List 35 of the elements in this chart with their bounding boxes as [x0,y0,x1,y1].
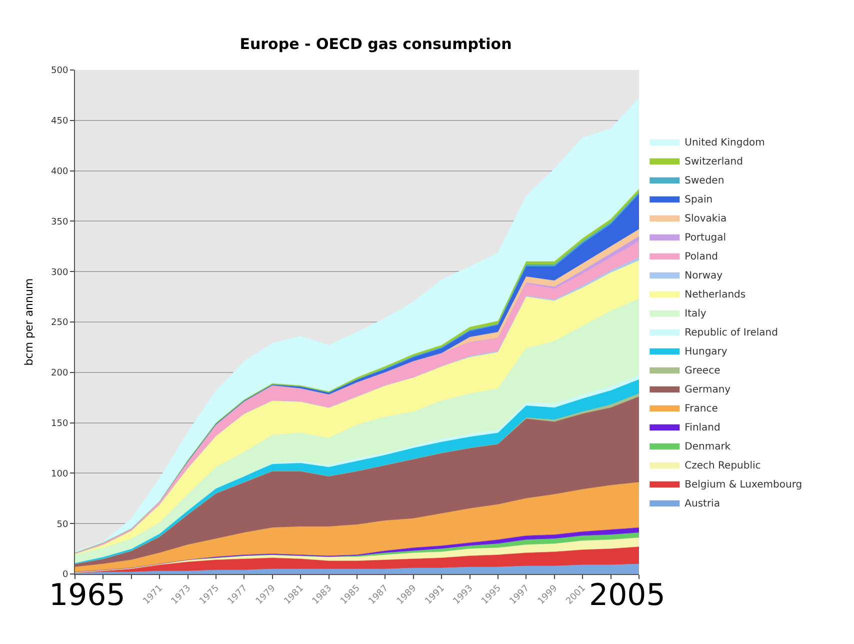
legend-label: Norway [684,270,723,282]
legend-label: Spain [684,194,713,206]
legend-label: Italy [684,308,706,320]
legend-label: Poland [684,251,718,262]
legend-label: Belgium & Luxembourg [684,479,802,490]
legend-label: Greece [684,365,720,376]
y-tick-label: 0 [62,570,68,580]
text: 1965 [49,578,126,613]
y-tick-label: 450 [51,116,68,127]
y-tick-label: 300 [51,268,68,278]
y-tick-label: 200 [51,368,68,379]
text: 2005 [589,578,666,613]
legend-label: Hungary [684,346,728,358]
y-tick-label: 150 [51,418,68,429]
legend-label: Netherlands [684,289,746,300]
legend-label: Denmark [684,441,731,452]
y-tick-label: 100 [51,469,68,480]
chart-title: Europe - OECD gas consumption [240,35,512,54]
legend-label: France [684,403,718,414]
legend-label: Germany [684,384,731,396]
y-axis-title: bcm per annum [22,278,36,366]
y-tick-label: 50 [56,520,68,530]
y-tick-label: 350 [51,217,68,228]
legend-label: Switzerland [684,156,743,168]
y-tick-label: 250 [51,318,68,328]
y-tick-label: 400 [51,166,68,177]
legend-label: Czech Republic [684,460,761,472]
legend-label: Sweden [684,175,724,186]
y-tick-label: 500 [51,66,68,76]
legend-label: Republic of Ireland [684,327,778,338]
legend-label: Slovakia [684,213,727,224]
legend-label: Portugal [684,232,726,244]
legend-label: United Kingdom [684,137,765,148]
legend-label: Austria [684,498,720,510]
legend-label: Finland [684,422,720,434]
